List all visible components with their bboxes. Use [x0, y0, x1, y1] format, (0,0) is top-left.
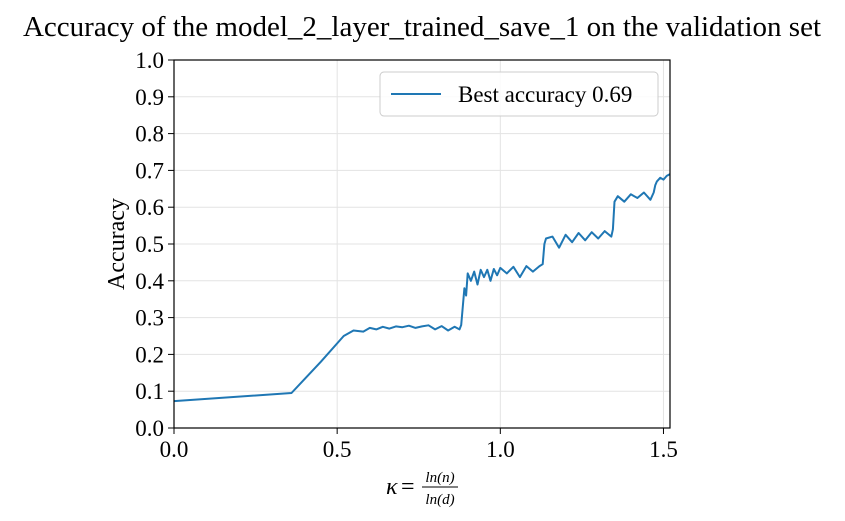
y-tick-label: 0.2: [135, 342, 164, 367]
legend-box: [379, 71, 659, 117]
x-tick-label: 0.5: [323, 437, 352, 462]
plot-frame: [173, 59, 671, 429]
y-tick-label: 1.0: [135, 48, 164, 73]
y-axis-label: Accuracy: [104, 198, 130, 290]
y-tick-label: 0.8: [135, 122, 164, 147]
legend-label: Best accuracy 0.69: [458, 82, 632, 107]
chart-title: Accuracy of the model_2_layer_trained_sa…: [23, 11, 821, 43]
legend: Best accuracy 0.69: [379, 71, 659, 117]
y-tick-label: 0.5: [135, 232, 164, 257]
x-axis-label-numerator: ln(n): [425, 470, 454, 486]
series-line: [173, 173, 671, 403]
y-tick-label: 0.4: [135, 269, 164, 294]
x-tick-label: 0.0: [160, 437, 189, 462]
y-tick-label: 0.9: [135, 85, 164, 110]
y-tick-label: 0.6: [135, 195, 164, 220]
y-tick-label: 0.7: [135, 158, 164, 183]
y-tick-label: 0.3: [135, 306, 164, 331]
y-ticks: 0.0 0.1 0.2 0.3 0.4 0.5 0.6 0.7 0.8 0.9 1.0: [135, 48, 174, 441]
x-axis-label: κ = ln(n) ln(d): [386, 470, 458, 508]
x-axis-label-symbol: κ: [386, 474, 398, 500]
x-ticks: 0.0 0.5 1.0 1.5: [160, 428, 678, 462]
y-tick-label: 0.0: [135, 416, 164, 441]
x-tick-label: 1.0: [486, 437, 515, 462]
x-axis-label-denominator: ln(d): [425, 492, 454, 508]
y-tick-label: 0.1: [135, 379, 164, 404]
x-axis-label-equals: =: [401, 474, 415, 500]
x-tick-label: 1.5: [649, 437, 678, 462]
